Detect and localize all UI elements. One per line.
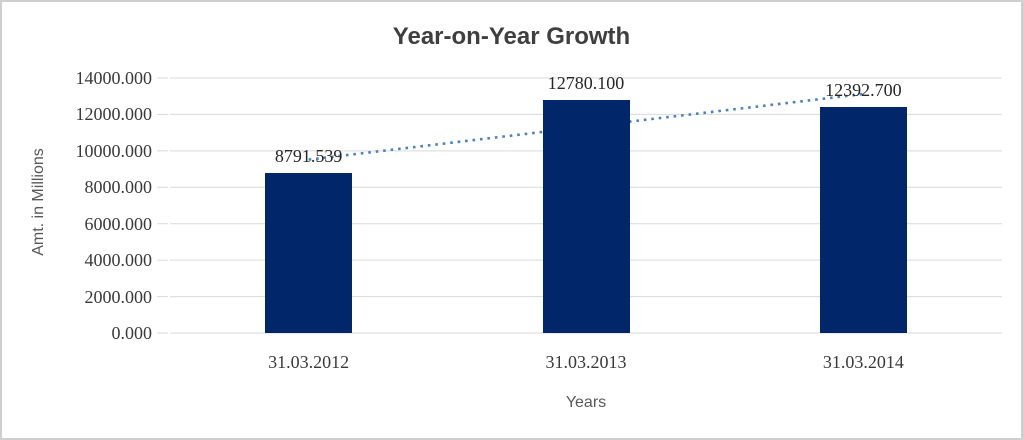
x-tick-label: 31.03.2014: [822, 352, 904, 372]
y-tick-label: 8000.000: [84, 177, 153, 198]
bar: [819, 107, 907, 333]
y-tick-label: 0.000: [111, 323, 153, 343]
bar-value-label: 12392.700: [825, 80, 902, 101]
x-tick-label: 31.03.2012: [268, 352, 350, 372]
y-tick-label: 14000.000: [75, 68, 153, 88]
x-axis-title: Years: [565, 394, 607, 411]
y-tick-label: 2000.000: [84, 286, 153, 307]
y-tick-label: 12000.000: [75, 104, 153, 125]
x-tick-label: 31.03.2013: [545, 352, 627, 372]
bar-value-label: 8791.539: [274, 145, 343, 166]
bar: [542, 100, 630, 333]
y-tick-label: 10000.000: [75, 140, 153, 161]
bar-value-label: 12780.100: [547, 73, 625, 94]
y-tick-label: 6000.000: [84, 213, 153, 234]
chart-title: Year-on-Year Growth: [392, 23, 631, 50]
bar: [265, 172, 353, 333]
y-tick-label: 4000.000: [84, 250, 153, 271]
